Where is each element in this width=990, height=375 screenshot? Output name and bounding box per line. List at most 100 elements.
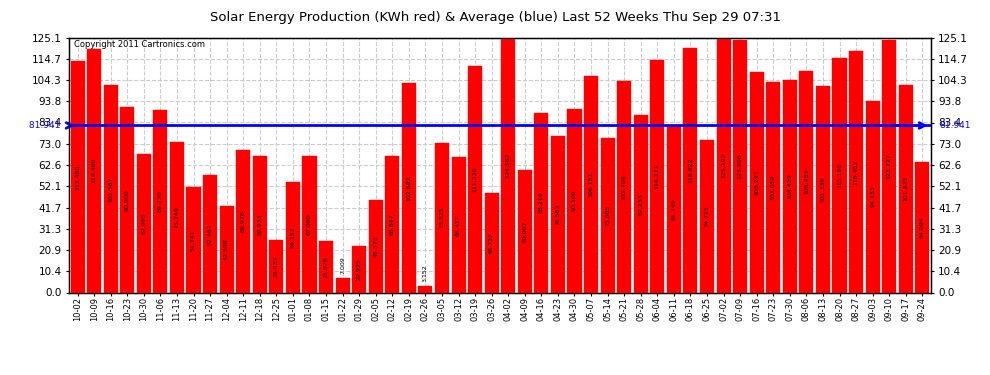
- Text: 119.460: 119.460: [92, 158, 97, 183]
- Text: 25.533: 25.533: [274, 256, 279, 278]
- Bar: [385, 156, 399, 292]
- Text: 114.271: 114.271: [654, 163, 659, 189]
- Text: 22.925: 22.925: [356, 258, 361, 280]
- Bar: [749, 72, 763, 292]
- Bar: [899, 85, 913, 292]
- Text: 73.749: 73.749: [174, 206, 179, 228]
- Text: 125.102: 125.102: [721, 152, 726, 178]
- Bar: [336, 278, 349, 292]
- Text: 73.525: 73.525: [440, 207, 445, 228]
- Text: 74.715: 74.715: [705, 206, 710, 227]
- Text: 45.375: 45.375: [373, 236, 378, 257]
- Bar: [683, 48, 698, 292]
- Text: 119.822: 119.822: [688, 158, 693, 183]
- Bar: [485, 193, 499, 292]
- Text: 69.978: 69.978: [241, 210, 246, 232]
- Text: 81.941: 81.941: [940, 121, 971, 130]
- Bar: [783, 80, 797, 292]
- Bar: [120, 107, 135, 292]
- Text: 101.336: 101.336: [821, 177, 826, 202]
- Text: 124.582: 124.582: [506, 153, 511, 178]
- Text: 89.730: 89.730: [157, 190, 163, 212]
- Bar: [816, 86, 830, 292]
- Text: 101.925: 101.925: [903, 176, 908, 201]
- Bar: [799, 71, 814, 292]
- Text: 64.094: 64.094: [920, 216, 925, 238]
- Bar: [203, 176, 217, 292]
- Text: 87.233: 87.233: [639, 193, 644, 214]
- Text: 3.152: 3.152: [423, 264, 428, 282]
- Text: 104.429: 104.429: [787, 173, 792, 199]
- Text: 54.152: 54.152: [290, 226, 295, 248]
- Bar: [535, 112, 548, 292]
- Text: 90.100: 90.100: [572, 190, 577, 211]
- Bar: [153, 110, 167, 292]
- Text: 66.417: 66.417: [456, 214, 461, 236]
- Bar: [137, 154, 150, 292]
- Bar: [170, 142, 184, 292]
- Bar: [550, 136, 565, 292]
- Text: 81.941: 81.941: [27, 121, 60, 130]
- Text: 25.078: 25.078: [324, 256, 329, 278]
- Bar: [220, 206, 234, 292]
- Text: 103.709: 103.709: [622, 174, 627, 200]
- Text: 111.330: 111.330: [472, 166, 477, 192]
- Text: 94.133: 94.133: [870, 186, 875, 207]
- Bar: [717, 38, 731, 292]
- Text: 88.216: 88.216: [539, 192, 544, 213]
- Text: Copyright 2011 Cartronics.com: Copyright 2011 Cartronics.com: [73, 40, 205, 49]
- Bar: [518, 170, 532, 292]
- Text: 67.985: 67.985: [142, 212, 147, 234]
- Text: 123.906: 123.906: [738, 153, 742, 179]
- Text: 67.090: 67.090: [307, 213, 312, 235]
- Bar: [352, 246, 366, 292]
- Text: 51.741: 51.741: [191, 229, 196, 251]
- Bar: [634, 115, 647, 292]
- Text: 115.180: 115.180: [837, 162, 842, 188]
- Text: 102.692: 102.692: [406, 175, 412, 201]
- Bar: [104, 86, 118, 292]
- Bar: [286, 182, 300, 292]
- Bar: [419, 286, 433, 292]
- Text: 118.452: 118.452: [853, 159, 858, 184]
- Text: 48.737: 48.737: [489, 232, 494, 254]
- Text: 57.467: 57.467: [208, 223, 213, 245]
- Text: 7.009: 7.009: [341, 256, 346, 274]
- Text: Solar Energy Production (KWh red) & Average (blue) Last 52 Weeks Thu Sep 29 07:3: Solar Energy Production (KWh red) & Aver…: [210, 11, 780, 24]
- Bar: [402, 83, 416, 292]
- Bar: [700, 140, 714, 292]
- Bar: [733, 40, 747, 292]
- Bar: [584, 76, 598, 292]
- Bar: [567, 109, 581, 292]
- Bar: [865, 100, 880, 292]
- Text: 106.151: 106.151: [588, 172, 594, 197]
- Text: 60.007: 60.007: [523, 220, 528, 242]
- Bar: [667, 126, 681, 292]
- Bar: [368, 200, 383, 292]
- Bar: [87, 49, 101, 292]
- Bar: [650, 60, 664, 292]
- Bar: [302, 156, 317, 292]
- Bar: [501, 39, 515, 292]
- Bar: [468, 66, 482, 292]
- Bar: [451, 157, 465, 292]
- Text: 66.933: 66.933: [257, 213, 262, 235]
- Bar: [617, 81, 632, 292]
- Bar: [882, 40, 896, 292]
- Bar: [269, 240, 283, 292]
- Text: 66.897: 66.897: [390, 213, 395, 235]
- Text: 113.460: 113.460: [75, 164, 80, 190]
- Text: 123.727: 123.727: [887, 153, 892, 179]
- Text: 90.900: 90.900: [125, 189, 130, 211]
- Bar: [70, 61, 84, 292]
- Text: 81.749: 81.749: [671, 198, 676, 220]
- Text: 75.885: 75.885: [605, 204, 610, 226]
- Bar: [252, 156, 267, 292]
- Text: 108.297: 108.297: [754, 170, 759, 195]
- Bar: [601, 138, 615, 292]
- Text: 76.583: 76.583: [555, 204, 560, 225]
- Bar: [849, 51, 863, 292]
- Bar: [186, 187, 201, 292]
- Text: 103.059: 103.059: [771, 175, 776, 200]
- Bar: [319, 242, 333, 292]
